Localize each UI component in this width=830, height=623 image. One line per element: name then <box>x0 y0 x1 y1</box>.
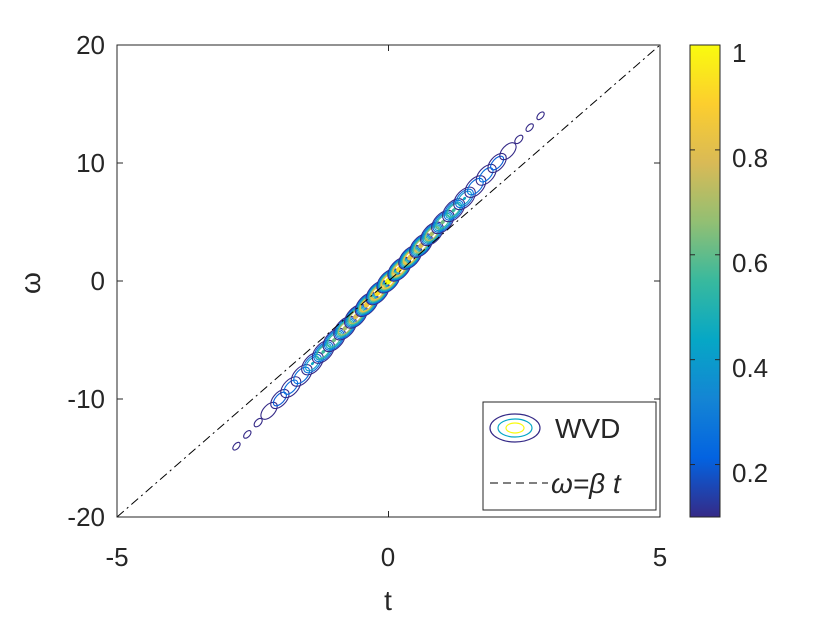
wvd-contour-blob-25 <box>499 142 517 161</box>
x-tick-label-neg5: -5 <box>105 542 128 572</box>
x-axis-label: t <box>384 585 392 616</box>
wvd-contour-blob-20 <box>442 198 466 223</box>
wvd-contour-blob-0 <box>232 441 241 451</box>
wvd-contour-blob-2 <box>253 417 263 428</box>
wvd-contour-blob-23 <box>475 163 497 186</box>
wvd-contour-blob-27 <box>525 123 534 132</box>
wvd-contour-blob-21 <box>453 186 476 211</box>
wvd-contour-blob-4 <box>270 388 290 410</box>
axis-ticks <box>116 44 661 518</box>
wvd-contour-blob-26 <box>514 134 524 145</box>
wvd-contour-blob-19 <box>431 209 455 235</box>
colorbar: 0.2 0.4 0.6 0.8 1 <box>689 38 768 518</box>
wvd-contour-blob-5 <box>280 376 302 399</box>
wvd-contour-blob-6 <box>290 363 313 387</box>
wvd-contour-layer <box>232 111 545 451</box>
colorbar-tick-label-0-4: 0.4 <box>732 353 768 383</box>
y-tick-label-20: 20 <box>76 30 105 60</box>
colorbar-tick-label-0-2: 0.2 <box>732 458 768 488</box>
reference-line-omega-beta-t <box>117 45 660 517</box>
y-tick-label-neg20: -20 <box>67 502 105 532</box>
wvd-contour-blob-7 <box>301 351 324 376</box>
x-tick-label-0: 0 <box>381 542 395 572</box>
wvd-contour-blob-28 <box>536 111 545 121</box>
colorbar-tick-label-0-8: 0.8 <box>732 143 768 173</box>
colorbar-tick-label-1: 1 <box>732 38 746 68</box>
colorbar-tick-label-0-6: 0.6 <box>732 248 768 278</box>
colorbar-gradient <box>689 44 721 518</box>
x-tick-label-5: 5 <box>653 542 667 572</box>
legend: WVD ω=β t <box>482 401 657 511</box>
wvd-contour-blob-8 <box>311 339 335 364</box>
wvd-contour-blob-3 <box>260 401 278 420</box>
colorbar-ticks <box>690 44 720 466</box>
y-tick-label-0: 0 <box>91 266 105 296</box>
wvd-contour-blob-1 <box>243 430 252 439</box>
wvd-contour-blob-24 <box>487 152 507 174</box>
legend-box <box>482 401 657 511</box>
y-tick-label-neg10: -10 <box>67 384 105 414</box>
y-axis-label: ω <box>15 272 46 294</box>
legend-wvd-swatch <box>489 413 541 443</box>
legend-label-wvd: WVD <box>555 413 620 444</box>
legend-label-omega-beta-t: ω=β t <box>551 468 622 499</box>
y-tick-label-10: 10 <box>76 148 105 178</box>
wvd-contour-blob-22 <box>464 175 487 199</box>
wvd-contour-blob-12 <box>354 292 379 318</box>
